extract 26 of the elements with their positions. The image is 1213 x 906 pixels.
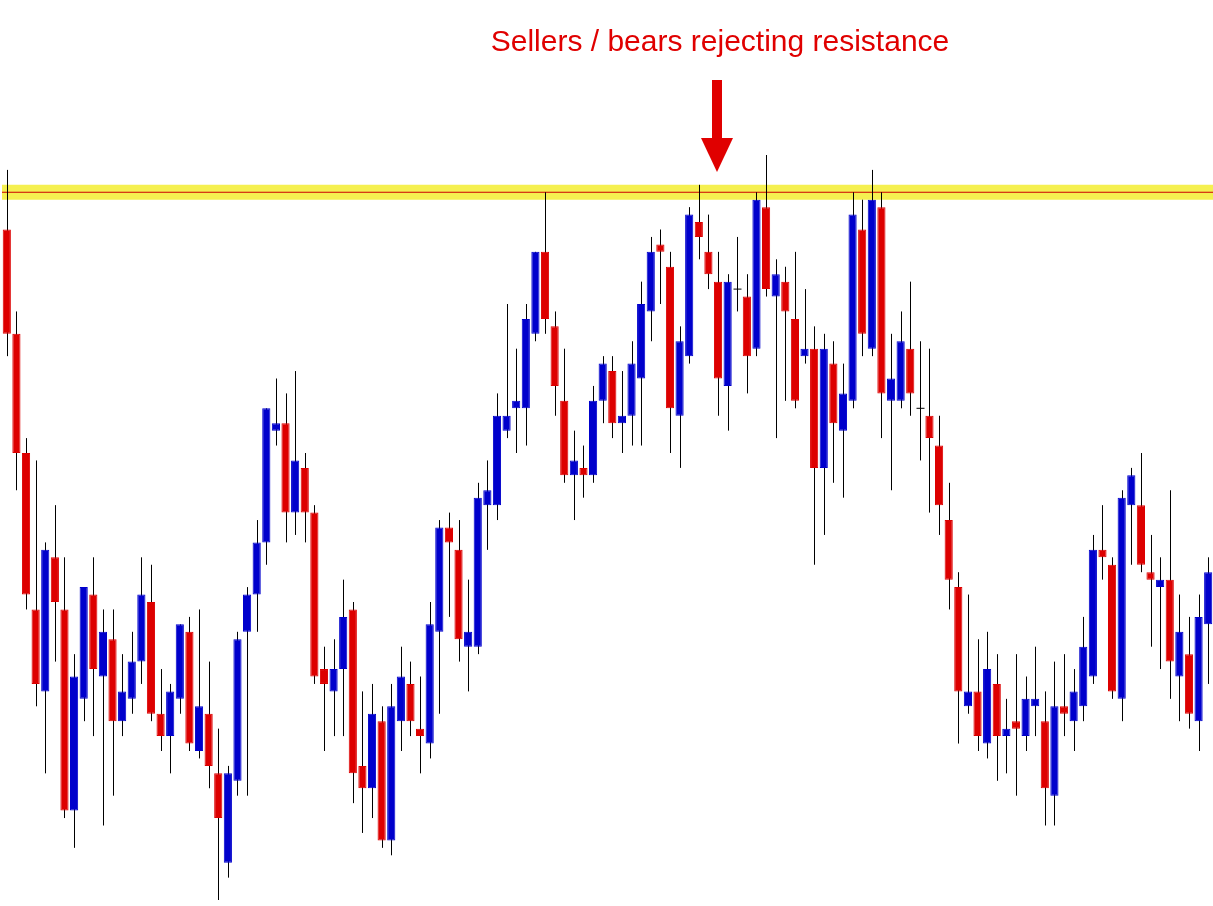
candlestick	[569, 430, 578, 521]
candlestick	[704, 214, 713, 290]
candlestick	[319, 646, 329, 752]
candlestick	[579, 445, 588, 499]
candlestick	[656, 229, 665, 305]
candlestick	[916, 340, 925, 461]
candlestick	[329, 638, 338, 737]
candlestick	[483, 459, 492, 551]
text: Sellers / bears rejecting resistance	[489, 24, 951, 58]
candlestick	[502, 303, 511, 439]
candlestick	[1011, 653, 1021, 797]
candlestick	[156, 668, 165, 752]
candlestick	[464, 579, 473, 692]
candlestick	[444, 512, 453, 618]
candlestick	[1059, 653, 1069, 737]
candlestick	[800, 288, 809, 365]
candlestick	[358, 690, 367, 834]
candlestick	[771, 258, 780, 439]
candlestick	[271, 378, 280, 447]
candlestick	[694, 184, 703, 260]
candlestick	[1098, 504, 1107, 581]
candlestick	[925, 348, 934, 514]
candlestick	[963, 594, 972, 715]
candlestick	[733, 236, 742, 312]
candlestick	[886, 333, 896, 491]
candlestick	[1146, 534, 1155, 648]
